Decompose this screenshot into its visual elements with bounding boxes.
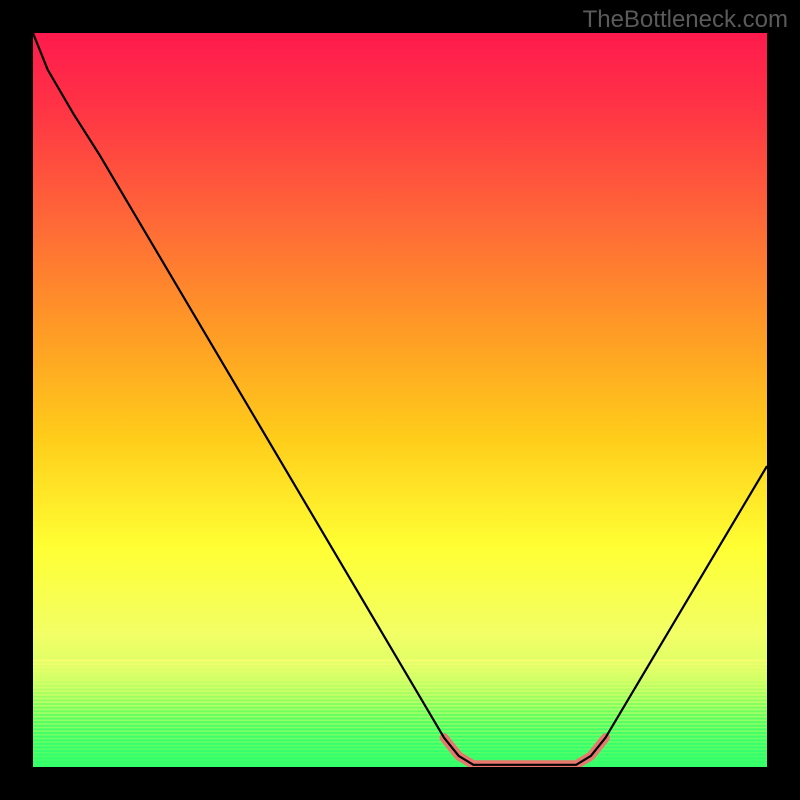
chart-plot-area [33,33,767,767]
chart-curve-layer [33,33,767,767]
watermark-text: TheBottleneck.com [583,6,788,34]
bottleneck-curve [33,33,767,765]
